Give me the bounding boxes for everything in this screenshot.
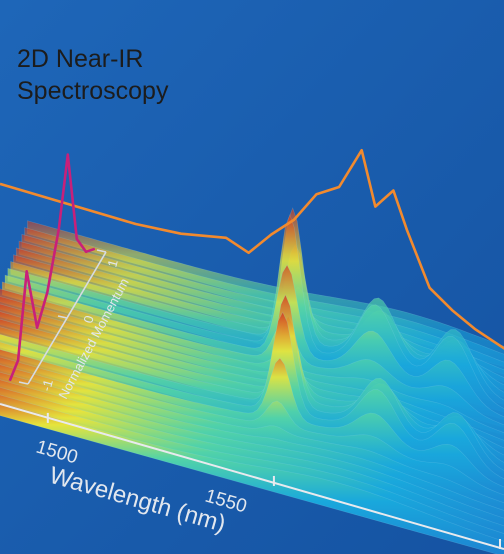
momentum-tick [57,315,68,319]
momentum-tick-label: -1 [38,378,55,393]
wavelength-axis-line [0,403,504,550]
momentum-tick-label: 1 [104,258,120,269]
series-layer [0,148,504,382]
figure-title-line1: 2D Near-IR [17,45,143,73]
momentum-tick-label: 0 [80,314,96,325]
momentum-tick [96,249,107,253]
series-line-momentum [8,153,96,382]
figure-title-line2: Spectroscopy [17,77,169,105]
series-line-wavelength [0,148,504,350]
momentum-tick [18,381,29,385]
surface-layer [0,207,504,554]
